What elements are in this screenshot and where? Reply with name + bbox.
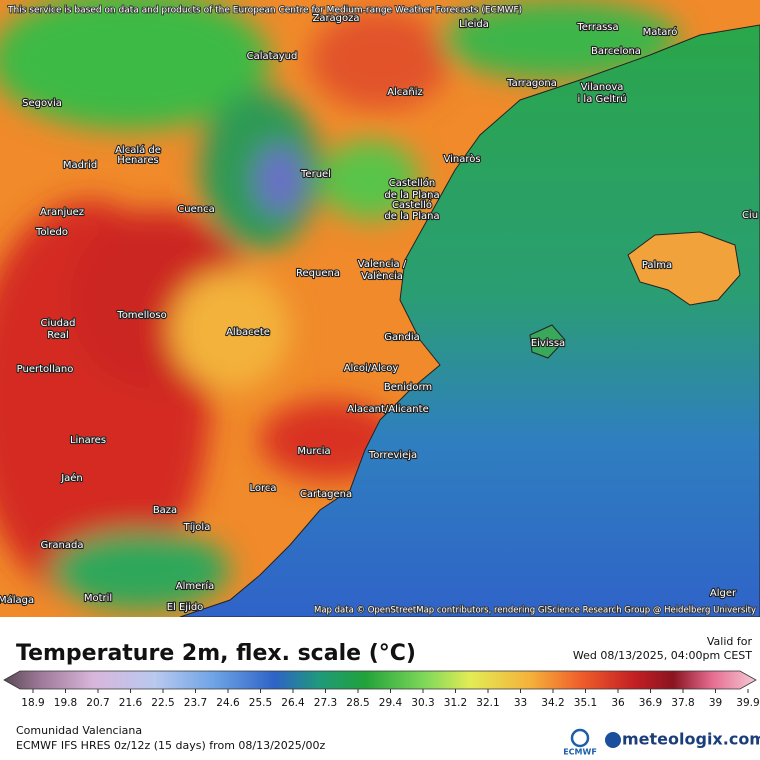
city-label: Torrevieja: [368, 450, 417, 461]
colorbar-tick-label: 36.9: [639, 697, 662, 709]
city-label: Alcañiz: [387, 87, 423, 98]
brand[interactable]: meteologix.com: [622, 730, 760, 749]
colorbar-tick-label: 19.8: [54, 697, 77, 709]
city-label: Baza: [153, 505, 177, 516]
map-area: [0, 0, 760, 617]
legend-title: Temperature 2m, flex. scale (°C): [16, 641, 416, 666]
colorbar-tick-label: 32.1: [476, 697, 499, 709]
colorbar-tick-label: 33: [514, 697, 527, 709]
city-label: Calatayud: [247, 51, 298, 62]
city-label: Ciudad: [41, 318, 76, 329]
city-label: Jaén: [60, 472, 83, 484]
city-label: Alacant/Alicante: [347, 404, 428, 415]
ecmwf-logo: ECMWF: [563, 728, 597, 757]
city-label: Barcelona: [591, 46, 641, 57]
city-label: Terrassa: [576, 22, 618, 33]
colorbar-tick-label: 26.4: [281, 697, 305, 709]
city-label: Lleida: [459, 19, 489, 30]
city-label: Gandia: [384, 332, 419, 343]
city-label: Cartagena: [300, 489, 352, 500]
colorbar-tick-label: 31.2: [444, 697, 467, 709]
brand-logo[interactable]: meteologix.com: [605, 730, 760, 749]
city-label: Granada: [41, 540, 84, 551]
city-label: Real: [47, 330, 69, 341]
model-info: ECMWF IFS HRES 0z/12z (15 days) from 08/…: [16, 739, 326, 752]
city-label: Albacete: [226, 327, 270, 338]
colorbar-tick-label: 29.4: [379, 697, 403, 709]
colorbar-tick-label: 20.7: [86, 697, 109, 709]
colorbar-tick-label: 39.9: [736, 697, 759, 709]
city-label: Ciu: [742, 210, 758, 221]
city-label: Vinaròs: [443, 153, 480, 165]
city-label: Puertollano: [17, 364, 74, 375]
sea: [179, 24, 760, 617]
city-label: El Ejido: [167, 602, 204, 613]
city-label: Alger: [710, 588, 737, 599]
temperature-field: [0, 0, 680, 610]
colorbar: [3, 670, 757, 690]
city-label: Henares: [117, 155, 158, 166]
colorbar-tick-label: 27.3: [314, 697, 337, 709]
city-label: Segovia: [22, 98, 62, 109]
colorbar-tick-label: 36: [611, 697, 625, 709]
attribution: Map data © OpenStreetMap contributors, r…: [314, 606, 756, 616]
colorbar-tick-label: 35.1: [574, 697, 597, 709]
city-label: de la Plana: [384, 190, 439, 201]
city-label: Mataró: [643, 26, 678, 38]
region: Comunidad Valenciana: [16, 724, 142, 737]
colorbar-tick-label: 23.7: [184, 697, 207, 709]
city-label: Linares: [70, 435, 106, 446]
colorbar-tick-label: 34.2: [541, 697, 564, 709]
city-label: Eivissa: [531, 338, 565, 349]
city-label: Motril: [84, 593, 112, 604]
city-label: Tíjola: [183, 521, 211, 533]
city-label: Lorca: [249, 483, 276, 494]
colorbar-tick-label: 21.6: [119, 697, 143, 709]
ecmwf-label: ECMWF: [563, 748, 597, 757]
city-label: i la Geltrú: [577, 93, 626, 105]
city-label: Alcoi/Alcoy: [344, 363, 399, 374]
city-label: Zaragoza: [312, 13, 359, 24]
ibiza: [529, 324, 566, 359]
city-label: Castelló: [392, 199, 432, 211]
valid-time: Wed 08/13/2025, 04:00pm CEST: [573, 649, 752, 662]
city-label: Málaga: [0, 594, 34, 606]
city-label: Almería: [176, 580, 215, 592]
colorbar-tick-label: 30.3: [411, 697, 434, 709]
city-label: Cuenca: [177, 204, 214, 215]
city-label: Valencia /: [358, 259, 407, 270]
city-label: València: [361, 270, 403, 282]
city-label: Tarragona: [506, 78, 557, 89]
city-label: Tomelloso: [116, 310, 166, 321]
colorbar-tick-label: 39: [709, 697, 722, 709]
city-label: Palma: [642, 260, 672, 271]
colorbar-tick-label: 28.5: [346, 697, 369, 709]
colorbar-tick-label: 37.8: [671, 697, 694, 709]
valid-label: Valid for: [707, 635, 753, 648]
city-label: Castellón: [389, 177, 435, 189]
city-label: Murcia: [297, 446, 330, 457]
city-label: de la Plana: [384, 211, 439, 222]
attribution: This service is based on data and produc…: [7, 6, 522, 16]
city-label: Madrid: [63, 160, 97, 171]
city-label: Vilanova: [581, 82, 624, 93]
colorbar-tick-label: 25.5: [249, 697, 272, 709]
city-label: Aranjuez: [40, 207, 84, 218]
mallorca: [627, 231, 741, 306]
city-label: Alcalá de: [115, 144, 161, 156]
colorbar-tick-label: 18.9: [21, 697, 44, 709]
city-label: Toledo: [35, 227, 68, 238]
colorbar-tick-label: 24.6: [216, 697, 240, 709]
city-label: Requena: [296, 268, 340, 279]
city-label: Benidorm: [384, 382, 432, 393]
city-label: Teruel: [300, 169, 331, 180]
colorbar-tick-label: 22.5: [151, 697, 174, 709]
